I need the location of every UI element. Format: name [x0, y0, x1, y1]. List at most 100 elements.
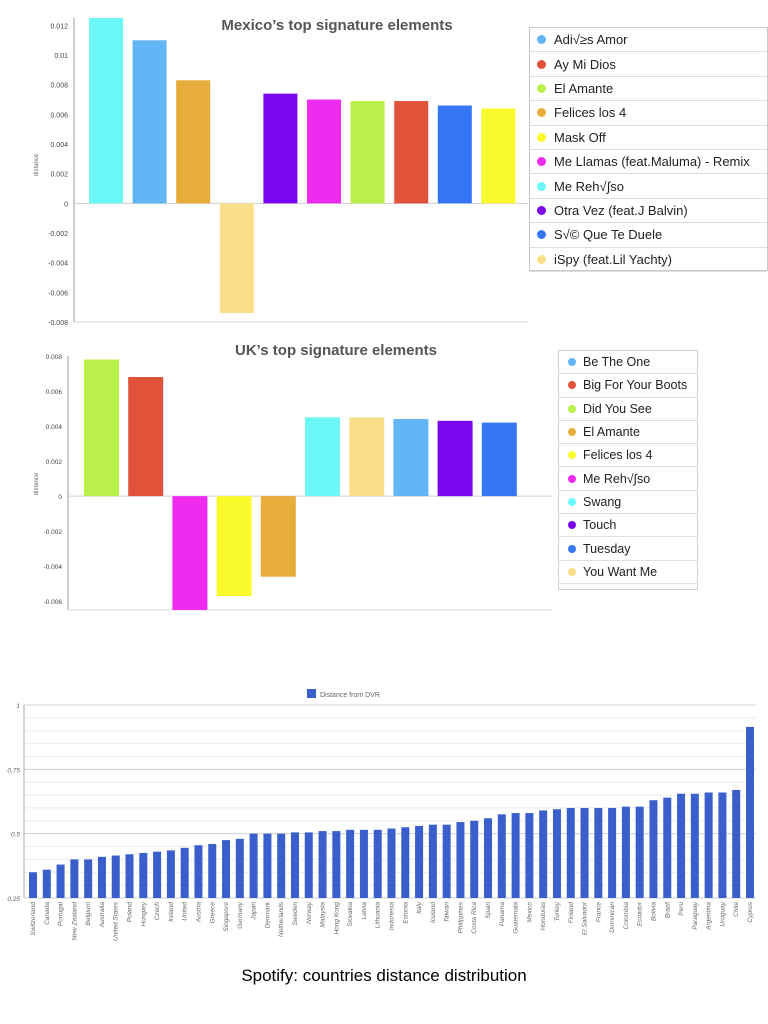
country-label: Panama	[499, 902, 506, 927]
uk-bar	[128, 377, 164, 497]
country-bar	[290, 832, 299, 898]
legend-label: Swang	[583, 494, 622, 509]
country-label: Hong Kong	[333, 902, 340, 935]
country-label: Turkey	[554, 901, 561, 921]
country-label: Paraguay	[692, 901, 699, 930]
country-bar	[222, 840, 231, 898]
country-label: Philippines	[457, 901, 464, 933]
mexico-bar	[219, 203, 254, 314]
country-label: Belgium	[85, 901, 92, 925]
mexico-y-tick-label: 0.008	[50, 83, 68, 90]
uk-bar	[393, 419, 429, 497]
country-label: Bolivia	[650, 902, 657, 922]
country-bar	[277, 833, 286, 898]
legend-label: You Want Me	[583, 564, 658, 579]
mexico-y-tick-label: -0.008	[48, 320, 68, 327]
legend-label: Touch	[583, 518, 617, 533]
country-label: Spain	[485, 902, 492, 919]
mexico-legend-item: Felices los 4	[530, 101, 767, 126]
country-bar	[704, 792, 713, 898]
country-label: Mexico	[526, 902, 533, 923]
mexico-y-tick-label: -0.004	[48, 261, 68, 268]
legend-label: S√© Que Te Duele	[554, 227, 663, 243]
country-label: Argentina	[706, 902, 713, 931]
mexico-legend-item: Ay Mi Dios	[530, 52, 767, 77]
countries-y-tick-label: 0.25	[7, 896, 20, 903]
mexico-y-axis-label: distance	[34, 153, 40, 176]
legend-swatch	[568, 358, 576, 367]
country-label: Ireland	[168, 902, 175, 922]
uk-legend-item: Swang	[559, 491, 697, 515]
mexico-legend-item: Adi√≥s Amor	[530, 28, 767, 53]
legend-swatch	[568, 567, 576, 576]
country-label: Norway	[306, 901, 313, 924]
country-bar	[346, 829, 355, 898]
uk-legend-item: Did You See	[559, 398, 697, 421]
country-bar	[746, 726, 754, 898]
country-bar	[484, 818, 493, 898]
uk-legend-item: Touch	[559, 514, 697, 538]
mexico-bar	[481, 108, 516, 204]
country-label: Netherlands	[278, 901, 285, 937]
country-bar	[70, 859, 79, 898]
uk-y-tick-label: 0.002	[46, 459, 63, 466]
legend-swatch	[537, 108, 546, 118]
uk-y-tick-label: 0.004	[46, 424, 63, 431]
mexico-y-tick-label: -0.006	[48, 290, 68, 297]
country-bar	[580, 807, 589, 898]
uk-bar	[305, 417, 340, 497]
country-bar	[208, 843, 217, 898]
country-label: Denmark	[264, 901, 271, 928]
uk-legend-item: Be The One	[559, 351, 697, 375]
legend-swatch	[537, 157, 546, 167]
country-label: Japan	[251, 902, 258, 921]
country-bar	[428, 824, 437, 898]
country-bar	[180, 847, 189, 898]
legend-swatch	[537, 254, 546, 264]
mexico-legend-item: Otra Vez (feat.J Balvin)	[530, 199, 767, 224]
mexico-legend-item: Mask Off	[530, 126, 767, 150]
uk-bar	[349, 417, 385, 497]
uk-y-tick-label: 0.008	[46, 354, 63, 361]
country-label: Brazil	[664, 901, 671, 918]
country-label: Cyprus	[747, 901, 754, 922]
countries-legend-swatch	[307, 689, 316, 698]
country-bar	[442, 824, 451, 898]
mexico-bar	[176, 80, 211, 204]
mexico-bar	[437, 105, 472, 204]
country-bar	[387, 828, 396, 898]
uk-legend-item: Me Reh√∫so	[559, 467, 697, 491]
mexico-y-tick-label: 0.01	[54, 53, 68, 60]
legend-label: Ay Mi Dios	[554, 56, 616, 72]
legend-swatch	[537, 205, 546, 215]
legend-label: Felices los 4	[583, 448, 653, 463]
country-label: Slovakia	[347, 902, 354, 927]
mexico-y-tick-label: 0.002	[50, 172, 68, 179]
mexico-legend-item: Me Reh√∫so	[530, 174, 767, 199]
country-label: Hungary	[140, 901, 147, 926]
mexico-legend: Adi√≥s Amor Ay Mi Dios El Amante Felices lo…	[529, 27, 768, 272]
legend-label: Felices los 4	[554, 105, 627, 121]
uk-bar	[481, 422, 517, 497]
mexico-bar	[89, 18, 123, 204]
country-bar	[456, 822, 465, 898]
country-bar	[539, 810, 548, 898]
country-bar	[732, 789, 741, 898]
legend-label: Adi√≥s Amor	[554, 32, 628, 48]
uk-bar	[260, 496, 296, 577]
uk-legend-item: El Amante	[559, 421, 697, 445]
country-bar	[677, 793, 686, 898]
legend-swatch	[568, 404, 576, 413]
country-label: Costa Rica	[471, 902, 478, 934]
legend-label: Me Llamas (feat.Maluma) - Remix	[554, 154, 750, 170]
country-label: Iceland	[430, 902, 437, 923]
country-bar	[318, 831, 327, 898]
country-bar	[332, 831, 341, 898]
mexico-y-tick-label: 0.004	[50, 142, 68, 149]
country-label: Finland	[568, 902, 575, 924]
country-bar	[663, 797, 672, 898]
country-bar	[621, 806, 630, 898]
uk-legend: Be The One Big For Your Boots Did You See E…	[558, 350, 698, 590]
country-bar	[373, 829, 382, 898]
countries-distance-chart: 1 0.75 0.5 0.25 Distance from DVR Switzerland…	[7, 689, 756, 941]
